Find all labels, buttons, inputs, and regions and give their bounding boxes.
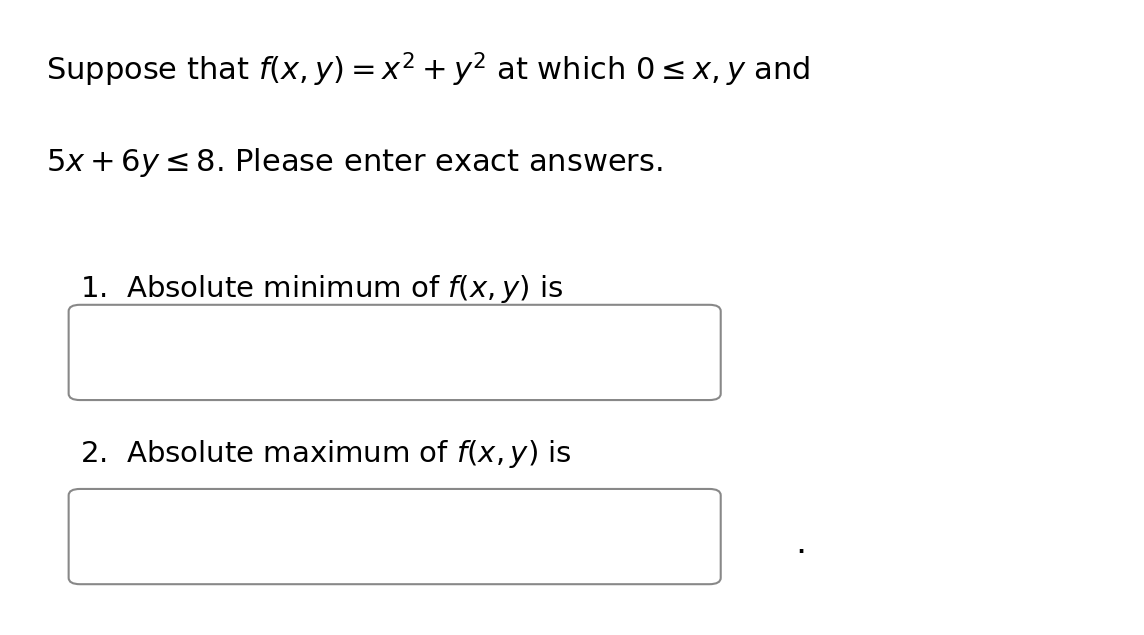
Text: $5x + 6y \leq 8$. Please enter exact answers.: $5x + 6y \leq 8$. Please enter exact ans… (46, 146, 662, 179)
FancyBboxPatch shape (69, 489, 721, 584)
FancyBboxPatch shape (69, 305, 721, 400)
Text: Suppose that $f(x, y) = x^2 + y^2$ at which $0 \leq x, y$ and: Suppose that $f(x, y) = x^2 + y^2$ at wh… (46, 51, 810, 90)
Text: .: . (795, 526, 807, 560)
Text: 2.  Absolute maximum of $f(x, y)$ is: 2. Absolute maximum of $f(x, y)$ is (80, 438, 572, 470)
Text: 1.  Absolute minimum of $f(x, y)$ is: 1. Absolute minimum of $f(x, y)$ is (80, 273, 563, 305)
